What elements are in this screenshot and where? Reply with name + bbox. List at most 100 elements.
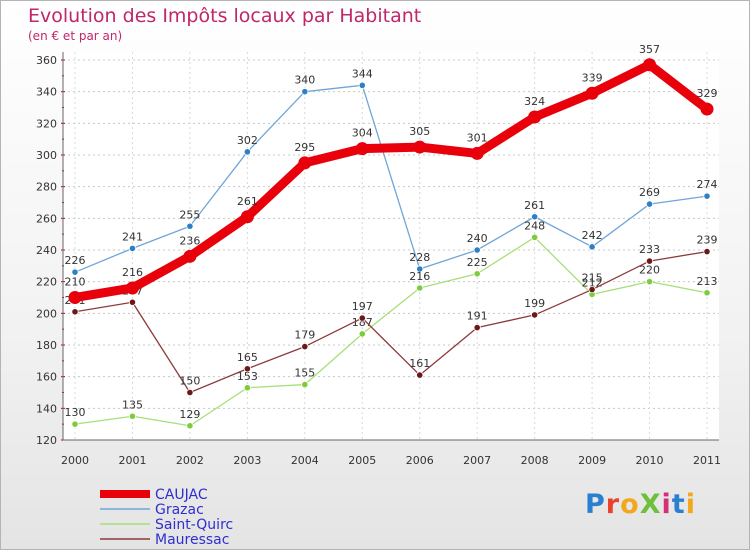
point-caujac (240, 210, 254, 224)
point-saint-quirc (473, 270, 481, 278)
point-mauressac (243, 365, 251, 373)
logo-letter: i (661, 489, 672, 520)
point-grazac (645, 200, 654, 208)
x-tick-label: 2010 (636, 454, 664, 467)
point-saint-quirc (416, 284, 424, 292)
y-tick-label: 340 (36, 86, 57, 99)
point-caujac (68, 291, 82, 304)
point-grazac (243, 148, 251, 156)
point-mauressac (473, 323, 481, 332)
point-mauressac (128, 298, 137, 306)
data-label-saint-quirc: 216 (409, 270, 430, 283)
point-mauressac (645, 257, 654, 265)
data-label-grazac: 226 (65, 254, 86, 267)
data-label-saint-quirc: 220 (639, 264, 660, 277)
x-tick-label: 2006 (406, 454, 434, 467)
data-label-caujac: 210 (65, 276, 86, 289)
data-label-mauressac: 239 (697, 234, 718, 247)
data-label-grazac: 340 (294, 74, 315, 87)
legend-label-caujac: CAUJAC (155, 487, 208, 503)
logo-letter: P (585, 489, 606, 520)
point-mauressac (703, 247, 711, 256)
series-line-mauressac (74, 250, 708, 394)
x-tick-label: 2004 (291, 454, 319, 467)
y-tick-label: 140 (36, 402, 57, 415)
point-saint-quirc (243, 384, 251, 392)
data-label-saint-quirc: 213 (697, 275, 718, 288)
y-tick-label: 300 (36, 149, 57, 162)
point-saint-quirc (301, 380, 309, 389)
data-label-mauressac: 233 (639, 243, 660, 256)
y-tick-label: 180 (36, 339, 57, 352)
point-caujac (585, 86, 599, 100)
x-tick-label: 2001 (118, 454, 146, 467)
y-tick-label: 160 (36, 371, 57, 384)
point-saint-quirc (703, 289, 711, 297)
proxiti-logo: ProXiti (585, 489, 696, 520)
point-grazac (416, 265, 424, 273)
y-tick-label: 240 (36, 244, 57, 257)
chart-title: Evolution des Impôts locaux par Habitant (28, 5, 422, 27)
point-saint-quirc (186, 422, 194, 430)
data-label-mauressac: 199 (524, 297, 545, 310)
data-label-saint-quirc: 187 (352, 316, 373, 329)
data-label-grazac: 240 (467, 232, 488, 245)
x-tick-label: 2011 (693, 454, 721, 467)
data-label-caujac: 295 (294, 141, 315, 154)
data-label-grazac: 261 (524, 199, 545, 212)
data-label-mauressac: 215 (582, 272, 603, 285)
data-label-grazac: 269 (639, 186, 660, 199)
data-label-caujac: 261 (237, 195, 258, 208)
point-caujac (355, 142, 369, 156)
point-mauressac (531, 311, 539, 319)
point-caujac (298, 156, 312, 170)
point-caujac (183, 249, 197, 263)
point-mauressac (416, 371, 424, 379)
data-label-mauressac: 165 (237, 351, 258, 364)
series-line-caujac (70, 60, 712, 302)
series-line-saint-quirc (74, 236, 708, 427)
data-label-saint-quirc: 153 (237, 370, 258, 383)
point-grazac (531, 213, 539, 221)
y-tick-label: 120 (36, 434, 57, 447)
data-label-saint-quirc: 129 (179, 408, 200, 421)
data-label-caujac: 305 (409, 125, 430, 138)
point-caujac (643, 58, 657, 72)
data-label-grazac: 242 (582, 229, 603, 242)
point-mauressac (71, 308, 79, 316)
x-tick-label: 2007 (463, 454, 491, 467)
x-tick-label: 2009 (578, 454, 606, 467)
data-label-mauressac: 191 (467, 310, 488, 323)
point-mauressac (588, 285, 596, 294)
x-tick-label: 2003 (233, 454, 261, 467)
x-tick-label: 2005 (348, 454, 376, 467)
data-label-mauressac: 197 (352, 300, 373, 313)
point-saint-quirc (358, 330, 366, 338)
data-label-saint-quirc: 225 (467, 256, 488, 269)
data-label-saint-quirc: 248 (524, 219, 545, 232)
data-label-mauressac: 161 (409, 357, 430, 370)
x-tick-label: 2000 (61, 454, 89, 467)
data-label-mauressac: 150 (179, 375, 200, 388)
logo-letter: X (639, 489, 662, 520)
point-caujac (700, 102, 714, 116)
data-label-mauressac: 179 (294, 329, 315, 342)
data-label-caujac: 357 (639, 43, 660, 56)
y-tick-label: 200 (36, 307, 57, 320)
point-grazac (358, 81, 366, 89)
data-label-saint-quirc: 212 (582, 276, 603, 289)
y-tick-label: 320 (36, 117, 57, 130)
point-saint-quirc (531, 233, 539, 241)
data-label-caujac: 324 (524, 95, 545, 108)
point-grazac (301, 88, 309, 96)
point-saint-quirc (645, 278, 654, 286)
point-mauressac (301, 342, 309, 351)
chart-subtitle: (en € et par an) (28, 29, 123, 43)
data-label-saint-quirc: 155 (294, 367, 315, 380)
y-tick-label: 220 (36, 276, 57, 289)
series-line-grazac (74, 84, 708, 273)
data-label-grazac: 228 (409, 251, 430, 264)
point-saint-quirc (71, 420, 79, 428)
data-label-caujac: 301 (467, 131, 488, 144)
